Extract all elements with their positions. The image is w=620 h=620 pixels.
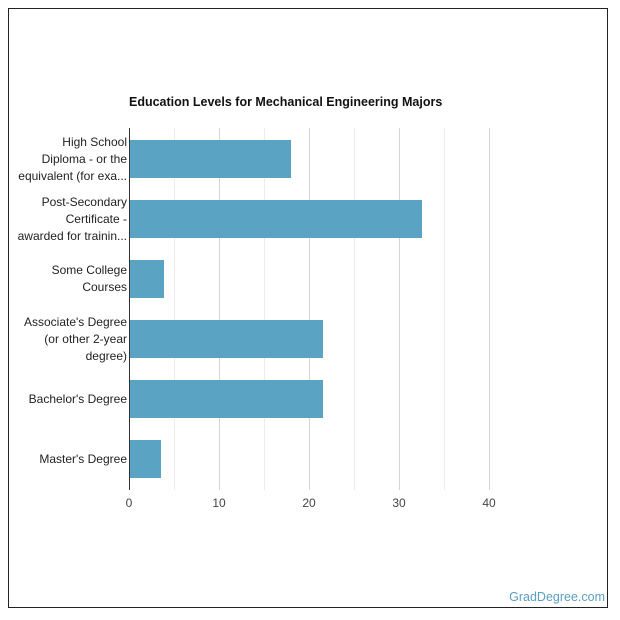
x-tick-label: 20 <box>302 496 316 510</box>
category-label: Master's Degree <box>2 451 127 468</box>
y-axis-line <box>129 128 130 490</box>
bar-bachelors[interactable] <box>129 380 324 418</box>
gridline-15 <box>264 128 265 490</box>
category-label-line: Master's Degree <box>39 451 127 466</box>
bar-high-school[interactable] <box>129 140 291 178</box>
category-label-line: Some College <box>51 263 127 277</box>
gridline-40 <box>489 128 490 490</box>
gridline-25 <box>354 128 355 490</box>
x-tick-label: 40 <box>482 496 496 510</box>
category-label-line: equivalent (for exa... <box>18 168 127 183</box>
category-label-line: Certificate - <box>65 211 127 226</box>
category-label-line: (or other 2-year <box>44 331 127 346</box>
category-label-line: Associate's Degree <box>23 314 127 329</box>
gridline-5 <box>174 128 175 490</box>
gridline-30 <box>399 128 400 490</box>
category-label-line: Post-Secondary <box>41 194 127 209</box>
bar-post-secondary[interactable] <box>129 200 423 238</box>
watermark-link[interactable]: GradDegree.com <box>509 590 605 604</box>
category-label: Post-Secondary Certificate - awarded for t… <box>2 194 127 245</box>
category-label: Some College Courses <box>2 262 127 296</box>
chart-title: Education Levels for Mechanical Engineer… <box>129 95 443 109</box>
bar-masters[interactable] <box>129 440 162 478</box>
category-label-line: degree) <box>85 348 127 363</box>
category-label-line: awarded for trainin... <box>17 228 127 243</box>
category-label-line: Bachelor's Degree <box>28 391 127 406</box>
category-label-line: High School <box>62 134 127 149</box>
category-label: Bachelor's Degree <box>2 391 127 408</box>
bar-associates[interactable] <box>129 320 324 358</box>
category-label: Associate's Degree (or other 2-year degree… <box>2 314 127 365</box>
category-label-line: Courses <box>82 280 127 294</box>
plot-area <box>129 128 509 490</box>
x-tick-label: 0 <box>125 496 133 510</box>
gridline-20 <box>309 128 310 490</box>
gridline-10 <box>219 128 220 490</box>
category-label-line: Diploma - or the <box>41 151 127 166</box>
x-tick-label: 10 <box>212 496 226 510</box>
x-tick-label: 30 <box>392 496 406 510</box>
chart-frame <box>8 8 608 608</box>
category-label: High School Diploma - or the equivalent (f… <box>2 134 127 185</box>
bar-some-college[interactable] <box>129 260 165 298</box>
gridline-35 <box>444 128 445 490</box>
